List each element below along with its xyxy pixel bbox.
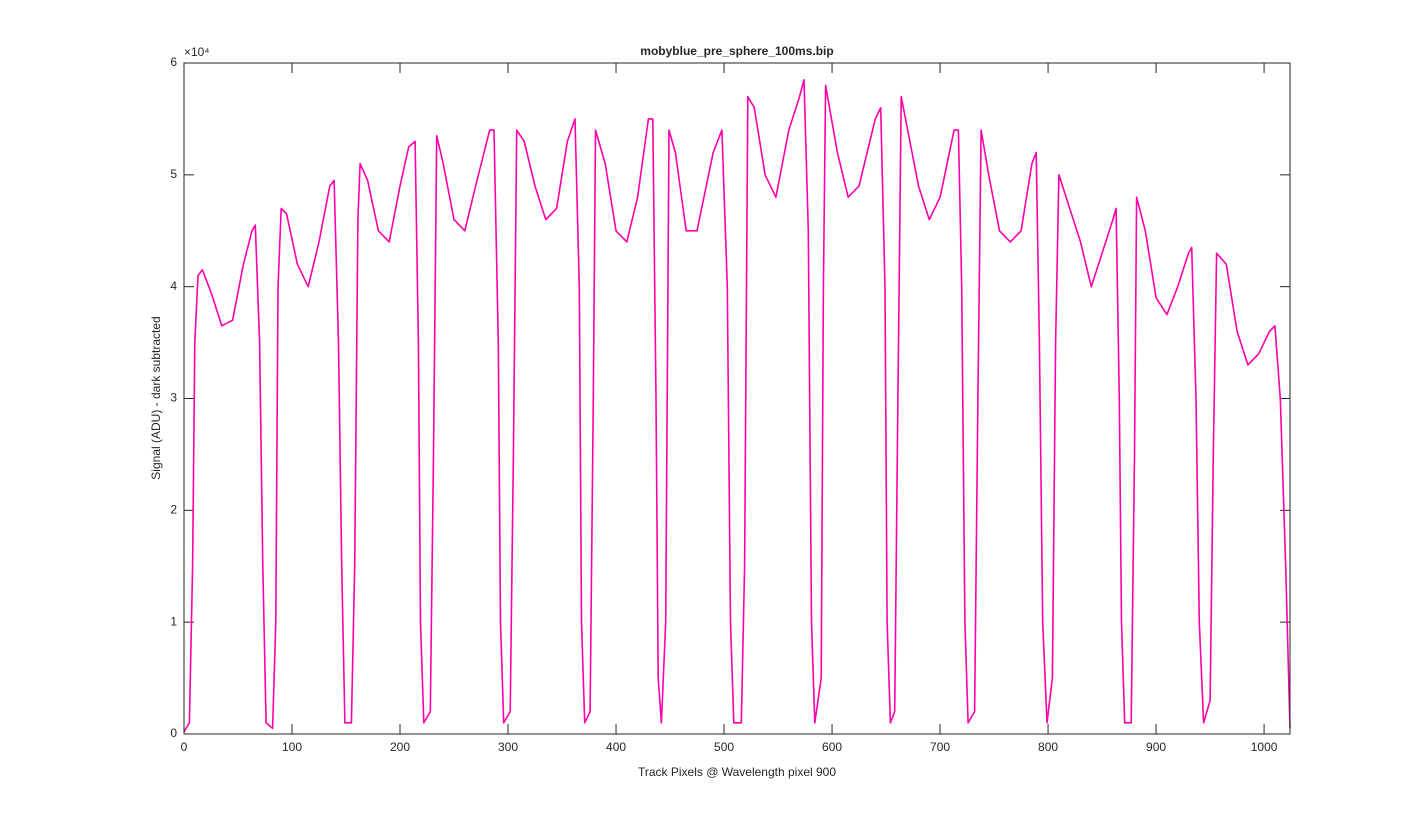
data-line	[183, 79, 1291, 733]
x-tick-label: 600	[822, 740, 842, 754]
y-tick-label: 1	[170, 614, 177, 628]
axes-box	[183, 62, 1291, 735]
chart-title: mobyblue_pre_sphere_100ms.bip	[640, 44, 833, 58]
y-scale-label: ×10⁴	[184, 45, 210, 59]
x-tick-label: 100	[282, 740, 302, 754]
x-tick-label: 0	[181, 740, 188, 754]
x-axis-label: Track Pixels @ Wavelength pixel 900	[638, 765, 836, 779]
y-tick-label: 2	[170, 503, 177, 517]
y-tick-label: 6	[170, 55, 177, 69]
x-tick-label: 900	[1146, 740, 1166, 754]
x-tick-label: 300	[498, 740, 518, 754]
x-tick-label: 800	[1038, 740, 1058, 754]
y-axis-label: Signal (ADU) - dark subtracted	[149, 316, 163, 479]
y-tick-label: 5	[170, 167, 177, 181]
x-tick-label: 400	[606, 740, 626, 754]
y-tick-label: 0	[170, 726, 177, 740]
x-tick-label: 1000	[1251, 740, 1278, 754]
x-tick-label: 500	[714, 740, 734, 754]
y-tick-label: 4	[170, 279, 177, 293]
x-tick-label: 200	[390, 740, 410, 754]
y-tick-label: 3	[170, 391, 177, 405]
x-tick-label: 700	[930, 740, 950, 754]
